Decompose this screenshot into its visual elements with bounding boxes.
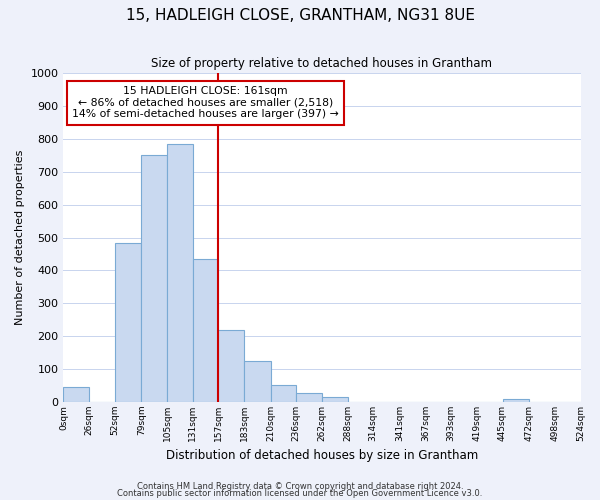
Text: 15 HADLEIGH CLOSE: 161sqm
← 86% of detached houses are smaller (2,518)
14% of se: 15 HADLEIGH CLOSE: 161sqm ← 86% of detac… [72, 86, 339, 120]
Title: Size of property relative to detached houses in Grantham: Size of property relative to detached ho… [151, 58, 493, 70]
Bar [64, 387, 89, 402]
Bar [296, 393, 322, 402]
Bar [244, 361, 271, 402]
Bar [322, 397, 347, 402]
Bar [167, 144, 193, 402]
Bar [503, 400, 529, 402]
Bar [142, 156, 167, 402]
Bar [271, 385, 296, 402]
X-axis label: Distribution of detached houses by size in Grantham: Distribution of detached houses by size … [166, 450, 478, 462]
Bar [193, 259, 218, 402]
Text: 15, HADLEIGH CLOSE, GRANTHAM, NG31 8UE: 15, HADLEIGH CLOSE, GRANTHAM, NG31 8UE [125, 8, 475, 22]
Bar [218, 330, 244, 402]
Y-axis label: Number of detached properties: Number of detached properties [15, 150, 25, 325]
Text: Contains HM Land Registry data © Crown copyright and database right 2024.: Contains HM Land Registry data © Crown c… [137, 482, 463, 491]
Text: Contains public sector information licensed under the Open Government Licence v3: Contains public sector information licen… [118, 490, 482, 498]
Bar [115, 243, 142, 402]
